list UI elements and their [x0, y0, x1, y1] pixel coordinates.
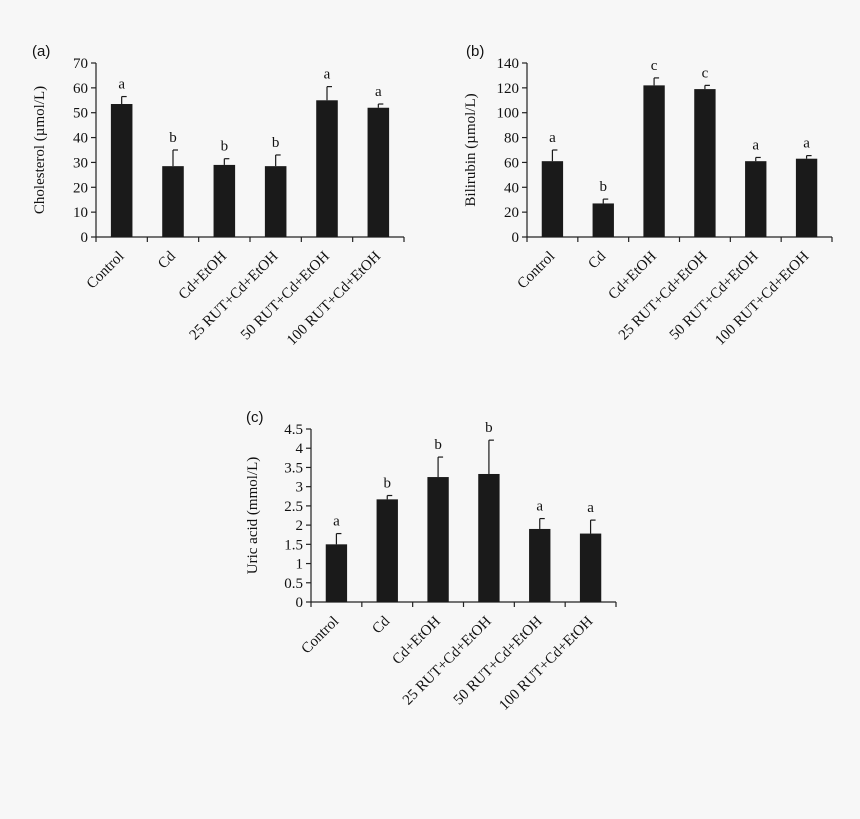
- y-axis-label: Uric acid (mmol/L): [245, 457, 261, 574]
- y-tick-label: 100: [497, 106, 520, 122]
- y-tick-label: 4.5: [284, 422, 303, 438]
- y-tick-label: 10: [73, 205, 88, 221]
- x-category-label: Cd: [155, 248, 179, 272]
- y-tick-label: 20: [73, 180, 88, 196]
- y-tick-label: 20: [504, 205, 519, 221]
- x-category-label: 50 RUT+Cd+EtOH: [451, 613, 546, 708]
- significance-label: a: [752, 137, 759, 153]
- y-tick-label: 80: [504, 131, 519, 147]
- bar: [110, 104, 133, 237]
- bar: [795, 158, 818, 237]
- bar: [694, 89, 716, 237]
- y-tick-label: 40: [73, 131, 88, 147]
- bar: [376, 499, 398, 602]
- significance-label: a: [587, 500, 594, 516]
- bar: [529, 528, 551, 602]
- y-tick-label: 4: [296, 441, 304, 457]
- significance-label: a: [803, 136, 810, 152]
- chart-panel-c: (c) 0 0.5 1 1.5 2 2.5 3 3.5 4 4.5 Uric acid (mmol/L…: [245, 409, 617, 714]
- significance-label: a: [118, 77, 125, 93]
- x-category-label: 50 RUT+Cd+EtOH: [238, 248, 333, 343]
- panel-label: (a): [32, 43, 50, 60]
- x-category-label: 50 RUT+Cd+EtOH: [667, 248, 762, 343]
- bar: [162, 166, 184, 237]
- significance-label: a: [375, 84, 382, 100]
- significance-label: b: [169, 130, 177, 146]
- significance-label: a: [333, 514, 340, 530]
- y-tick-label: 60: [73, 81, 88, 97]
- y-axis-label: Bilirubin (µmol/L): [463, 93, 479, 206]
- y-tick-label: 3: [296, 480, 304, 496]
- chart-panel-a: (a) 0 10 20 30 40 50 60 70 Cholesterol (µmol/L) a C…: [32, 43, 405, 349]
- y-tick-label: 0: [81, 230, 89, 246]
- y-tick-label: 0.5: [284, 576, 303, 592]
- bar: [478, 473, 500, 602]
- significance-label: b: [434, 437, 442, 453]
- chart-panel-b: (b) 0 20 40 60 80 100 120 140 Bilirubin (µmol/L) a…: [463, 43, 833, 349]
- x-category-label: Cd: [585, 248, 609, 272]
- panel-label: (b): [466, 43, 484, 60]
- x-category-label: 25 RUT+Cd+EtOH: [187, 248, 282, 343]
- y-axis-label: Cholesterol (µmol/L): [32, 86, 48, 214]
- x-category-label: Control: [515, 249, 559, 293]
- significance-label: a: [324, 67, 331, 83]
- significance-label: c: [702, 65, 709, 81]
- y-tick-label: 60: [504, 155, 519, 171]
- significance-label: a: [549, 130, 556, 146]
- y-tick-label: 140: [497, 56, 520, 72]
- x-category-label: Cd+EtOH: [176, 248, 231, 303]
- y-tick-label: 0: [296, 595, 304, 611]
- x-category-label: Cd: [369, 613, 393, 637]
- bar: [325, 544, 348, 602]
- bar: [643, 85, 665, 237]
- y-tick-label: 40: [504, 180, 519, 196]
- significance-label: b: [485, 420, 493, 436]
- bar: [427, 477, 449, 602]
- x-category-label: 25 RUT+Cd+EtOH: [616, 248, 711, 343]
- significance-label: b: [600, 179, 608, 195]
- bar: [213, 164, 236, 237]
- significance-label: b: [221, 139, 229, 155]
- significance-label: b: [384, 476, 392, 492]
- bar: [592, 203, 614, 237]
- y-tick-label: 70: [73, 56, 88, 72]
- bar: [367, 107, 390, 237]
- panel-label: (c): [246, 409, 264, 426]
- bar: [745, 161, 767, 237]
- significance-label: c: [651, 58, 658, 74]
- bar: [579, 533, 602, 602]
- x-category-label: 25 RUT+Cd+EtOH: [400, 613, 495, 708]
- y-tick-label: 2.5: [284, 499, 303, 515]
- x-category-label: 100 RUT+Cd+EtOH: [496, 613, 596, 713]
- y-tick-label: 0: [512, 230, 520, 246]
- x-category-label: 100 RUT+Cd+EtOH: [712, 248, 812, 348]
- y-tick-label: 30: [73, 155, 88, 171]
- y-tick-label: 120: [497, 81, 520, 97]
- significance-label: b: [272, 135, 280, 151]
- bar: [541, 161, 564, 237]
- x-category-label: Control: [84, 249, 128, 293]
- y-tick-label: 1.5: [284, 537, 303, 553]
- bar: [316, 100, 338, 238]
- significance-label: a: [536, 499, 543, 515]
- y-tick-label: 3.5: [284, 460, 303, 476]
- y-tick-label: 1: [296, 557, 304, 573]
- x-category-label: 100 RUT+Cd+EtOH: [284, 248, 384, 348]
- y-tick-label: 50: [73, 106, 88, 122]
- bar: [264, 166, 287, 237]
- x-category-label: Control: [299, 614, 343, 658]
- y-tick-label: 2: [296, 518, 304, 534]
